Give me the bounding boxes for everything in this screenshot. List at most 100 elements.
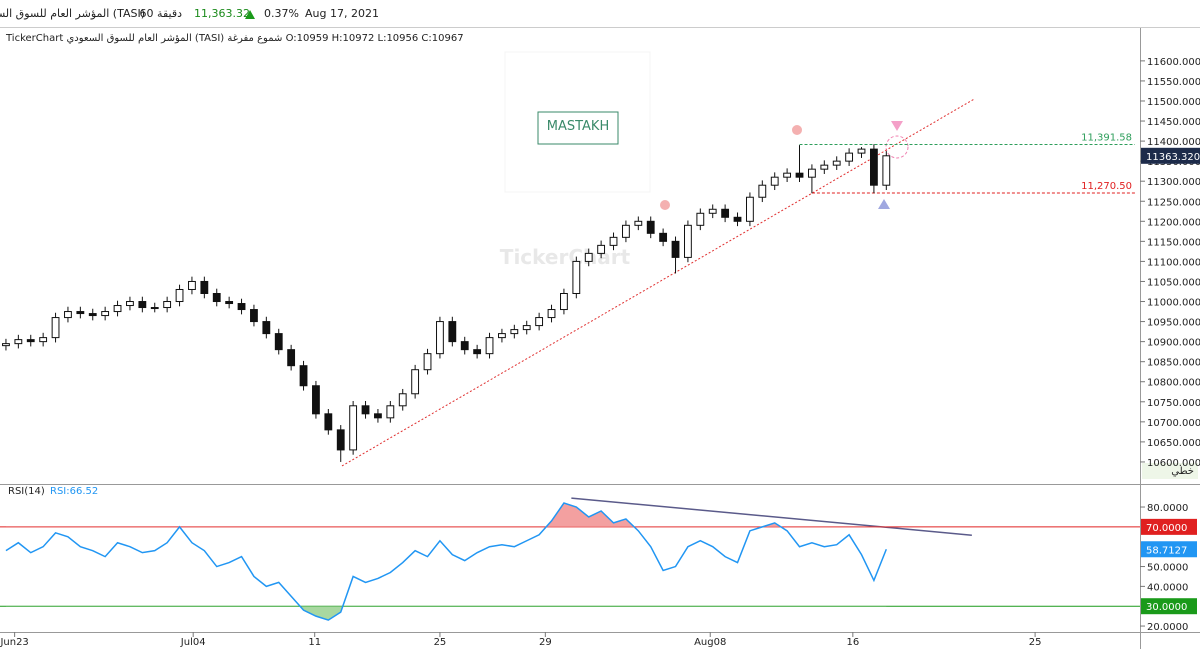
y-tick-label: 11100.0000 xyxy=(1147,257,1200,268)
candle-body xyxy=(88,313,97,317)
y-tick-label: 10750.0000 xyxy=(1147,398,1200,409)
rsi-zone xyxy=(546,503,781,527)
candle-body xyxy=(758,184,767,198)
rsi-title: RSI(14) xyxy=(8,486,45,497)
y-tick-label: 11600.0000 xyxy=(1147,57,1200,68)
last-price: 11363.3200 xyxy=(1146,152,1200,163)
candle-body xyxy=(659,232,668,242)
candle-body xyxy=(312,385,320,415)
candle-body xyxy=(460,341,469,351)
last-price-bg xyxy=(1141,147,1200,164)
x-tick-label: 25 xyxy=(434,637,447,648)
logo: MASTAKH xyxy=(547,119,610,134)
candle-body xyxy=(882,155,891,186)
change: 0.37% xyxy=(264,7,299,20)
candle-body xyxy=(225,301,234,305)
candle-body xyxy=(572,260,581,294)
candle-body xyxy=(138,301,147,309)
logo-box xyxy=(504,51,651,193)
y-tick-label: 11400.0000 xyxy=(1147,137,1200,148)
candle-body xyxy=(436,321,444,355)
symbol: المؤشر العام للسوق السعودي (TASI) xyxy=(0,7,145,20)
level-label: 11,391.58 xyxy=(1081,132,1132,143)
scale-mode[interactable]: خطي xyxy=(1171,466,1194,477)
candle-body xyxy=(14,339,23,345)
candle-body xyxy=(857,148,866,154)
up-arrow xyxy=(245,10,255,19)
candle-body xyxy=(448,321,457,343)
candle-body xyxy=(175,288,184,303)
highlight xyxy=(885,135,909,159)
candle-body xyxy=(510,329,519,335)
price: 11,363.32 xyxy=(194,7,250,20)
scale-mode-bg[interactable] xyxy=(1142,463,1198,479)
y-tick-label: 11050.0000 xyxy=(1147,277,1200,288)
candle-body xyxy=(746,196,754,222)
candle-body xyxy=(374,413,382,419)
chart-title: TickerChart المؤشر العام للسوق السعودي (… xyxy=(5,33,464,44)
candle-body xyxy=(411,369,420,395)
y-tick-label: 10950.0000 xyxy=(1147,318,1200,329)
candle-body xyxy=(361,405,370,415)
signal-dot xyxy=(792,125,802,135)
candle-body xyxy=(622,224,630,238)
candle-body xyxy=(349,405,358,451)
level-label-bg xyxy=(1141,518,1197,535)
candle-body xyxy=(299,365,308,387)
buy-marker xyxy=(878,199,890,209)
candle-body xyxy=(212,292,221,303)
candle-body xyxy=(671,240,680,258)
candle-body xyxy=(113,305,122,313)
candle-body xyxy=(76,311,85,315)
y-tick-label: 11150.0000 xyxy=(1147,237,1200,248)
date: Aug 17, 2021 xyxy=(305,7,379,20)
level-label: 70.0000 xyxy=(1146,523,1187,534)
trendline xyxy=(571,497,972,536)
last-rsi: 58.7127 xyxy=(1146,545,1187,556)
candle-body xyxy=(535,317,544,327)
x-tick-label: 11 xyxy=(308,637,321,648)
candle-body xyxy=(733,216,742,222)
rsi-value: RSI:66.52 xyxy=(50,486,98,497)
level-label-bg xyxy=(1141,598,1197,615)
y-tick-label: 11200.0000 xyxy=(1147,217,1200,228)
candle-body xyxy=(522,325,531,331)
last-rsi-bg xyxy=(1141,541,1197,558)
candle-body xyxy=(609,236,618,246)
x-tick-label: 16 xyxy=(846,637,859,648)
candle-body xyxy=(646,220,655,234)
candle-body xyxy=(274,333,283,351)
x-tick-label: Jul04 xyxy=(180,637,206,648)
candle-body xyxy=(250,309,258,323)
y-tick-label: 40.0000 xyxy=(1147,582,1188,593)
candle-body xyxy=(845,152,854,162)
y-tick-label: 11250.0000 xyxy=(1147,197,1200,208)
candle-body xyxy=(708,208,717,214)
candle-body xyxy=(386,405,395,419)
interval[interactable]: 60 دقيقة xyxy=(140,7,183,20)
candle-body xyxy=(783,172,792,178)
candle-body xyxy=(808,168,816,178)
candle-body xyxy=(188,280,196,290)
candle-body xyxy=(684,224,692,258)
candle-body xyxy=(336,429,345,451)
candle-body xyxy=(584,252,593,262)
level-label: 11,270.50 xyxy=(1081,181,1132,192)
sell-marker xyxy=(891,121,903,131)
y-tick-label: 11550.0000 xyxy=(1147,77,1200,88)
candle-body xyxy=(832,160,841,166)
rsi-line xyxy=(5,502,888,621)
candle-body xyxy=(2,343,10,347)
candle-body xyxy=(126,301,134,307)
y-tick-label: 10650.0000 xyxy=(1147,438,1200,449)
candle-body xyxy=(696,212,705,226)
candle-body xyxy=(820,164,829,170)
candle-body xyxy=(560,292,568,311)
y-tick-label: 10700.0000 xyxy=(1147,418,1200,429)
candle-body xyxy=(473,349,482,355)
candle-body xyxy=(163,301,172,309)
x-tick-label: Jun23 xyxy=(0,637,29,648)
level-label: 30.0000 xyxy=(1146,602,1187,613)
candle-body xyxy=(150,307,159,310)
candle-body xyxy=(200,280,209,294)
